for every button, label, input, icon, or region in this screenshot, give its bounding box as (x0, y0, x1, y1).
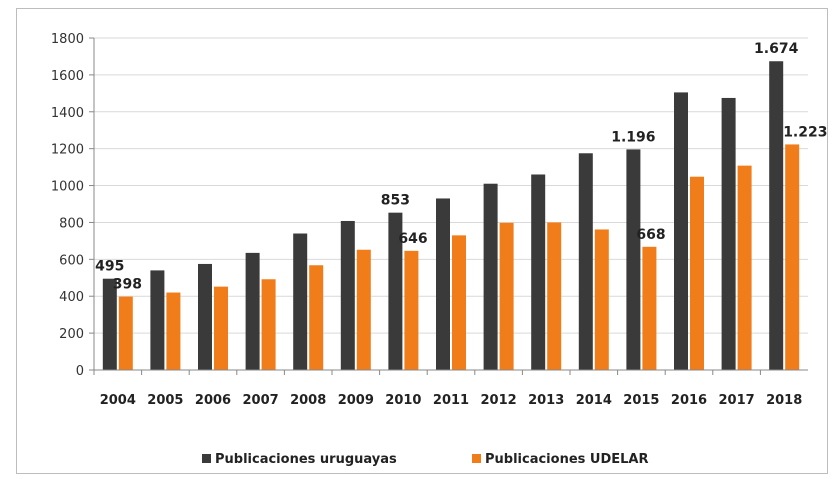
legend-label: Publicaciones UDELAR (485, 452, 649, 467)
data-label: 1.223 (783, 124, 827, 140)
bar-uruguayas (102, 278, 117, 370)
x-tick-label: 2007 (243, 393, 279, 408)
bar-udelar (785, 144, 800, 370)
data-label: 668 (636, 227, 665, 243)
x-tick-label: 2004 (100, 393, 136, 408)
data-label: 1.196 (611, 129, 655, 145)
bar-uruguayas (626, 149, 641, 370)
bar-udelar (214, 286, 228, 370)
y-tick-label: 200 (59, 327, 84, 342)
bar-udelar (452, 235, 466, 370)
bar-uruguayas (578, 153, 593, 370)
x-tick-label: 2013 (528, 393, 564, 408)
x-tick-label: 2011 (433, 393, 469, 408)
y-tick-label: 1000 (51, 180, 84, 195)
bar-uruguayas (340, 220, 355, 370)
y-tick-label: 0 (76, 364, 84, 379)
bar-udelar (166, 292, 181, 370)
bar-udelar (404, 250, 419, 370)
x-tick-label: 2008 (290, 393, 326, 408)
data-label: 398 (113, 277, 142, 293)
bar-uruguayas (769, 61, 784, 371)
bar-udelar (690, 176, 704, 370)
x-tick-label: 2009 (338, 393, 374, 408)
legend-swatch (202, 454, 211, 463)
y-tick-label: 1400 (51, 106, 84, 121)
bar-udelar (642, 246, 657, 370)
bar-udelar (499, 222, 514, 370)
y-axis: 0 200 400 600 800 1000 1200 1400 1600 1800 (51, 32, 95, 379)
y-tick-label: 800 (59, 216, 84, 231)
bar-udelar (594, 229, 609, 370)
bar-uruguayas (674, 92, 688, 371)
y-tick-label: 400 (59, 290, 84, 305)
x-tick-label: 2017 (719, 393, 755, 408)
data-label: 495 (95, 259, 124, 275)
bar-uruguayas (245, 252, 260, 370)
bar-uruguayas (293, 233, 308, 370)
bar-uruguayas (198, 263, 212, 370)
bars (102, 61, 800, 371)
data-label: 1.674 (754, 41, 799, 57)
x-tick-label: 2012 (481, 393, 517, 408)
data-label: 646 (398, 231, 427, 247)
legend-swatch (472, 454, 481, 463)
x-tick-label: 2016 (671, 393, 707, 408)
data-label: 853 (381, 193, 410, 209)
bar-uruguayas (531, 174, 546, 370)
bar-udelar (118, 296, 133, 370)
bar-uruguayas (388, 212, 403, 370)
bar-udelar (356, 249, 371, 370)
bar-uruguayas (721, 97, 736, 370)
bar-udelar (309, 265, 324, 370)
x-tick-label: 2014 (576, 393, 612, 408)
y-tick-label: 1200 (51, 143, 84, 158)
x-tick-label: 2006 (195, 393, 231, 408)
x-tick-label: 2005 (147, 393, 183, 408)
x-tick-label: 2018 (766, 393, 802, 408)
x-tick-label: 2010 (385, 393, 421, 408)
bar-udelar (737, 165, 752, 370)
bar-uruguayas (150, 270, 165, 370)
y-tick-label: 1800 (51, 32, 84, 47)
data-labels: 495 398 853 646 1.196 668 1.674 1.223 (95, 41, 827, 292)
bar-uruguayas (483, 183, 498, 370)
x-tick-label: 2015 (623, 393, 659, 408)
y-tick-label: 1600 (51, 69, 84, 84)
legend-label: Publicaciones uruguayas (215, 452, 397, 467)
legend: Publicaciones uruguayas Publicaciones UDE… (202, 452, 649, 467)
x-axis: 2004 2005 2006 2007 2008 2009 2010 2011 2012 2013… (93, 369, 808, 408)
bar-udelar (547, 222, 562, 370)
bar-udelar (261, 279, 276, 370)
y-tick-label: 600 (59, 253, 84, 268)
bar-uruguayas (436, 198, 450, 370)
